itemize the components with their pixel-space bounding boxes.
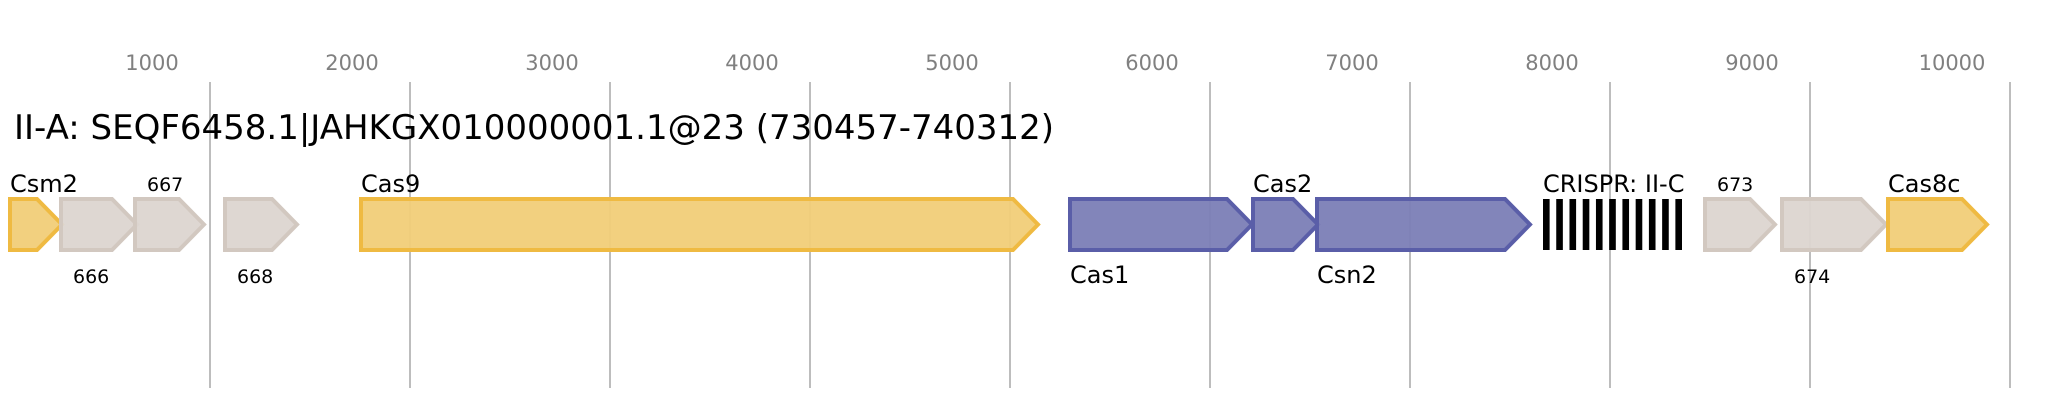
crispr-repeat [1543,199,1550,250]
crispr-repeat [1662,199,1669,250]
tick-label: 9000 [1725,51,1778,75]
tick-label: 5000 [925,51,978,75]
crispr-repeat [1635,199,1643,250]
gene-label: Cas8c [1888,170,1960,198]
tick-label: 6000 [1125,51,1178,75]
gene-arrow-cas1[interactable] [1068,197,1255,252]
crispr-array: CRISPR: II-C [1543,170,1684,250]
tick-label: 2000 [325,51,378,75]
gene-arrow-csm2[interactable] [8,197,65,252]
gene-arrow-cas8c[interactable] [1886,197,1990,252]
gene-label: 673 [1717,174,1753,196]
crispr-repeat [1609,199,1616,250]
crispr-repeat [1595,199,1603,250]
gene-arrow-673[interactable] [1703,197,1778,252]
crispr-repeat [1569,199,1577,250]
crispr-label: CRISPR: II-C [1543,170,1684,198]
crispr-repeat [1622,199,1630,250]
tick-label: 8000 [1525,51,1578,75]
crispr-repeat [1675,199,1682,250]
gene-arrow-666[interactable] [59,197,140,252]
gene-arrow-668[interactable] [223,197,300,252]
tick-label: 3000 [525,51,578,75]
crispr-repeat [1582,199,1590,250]
gene-arrow-csn2[interactable] [1315,197,1533,252]
gene-arrow-667[interactable] [133,197,207,252]
gene-arrow-cas2[interactable] [1251,197,1321,252]
crispr-repeat [1648,199,1656,250]
gene-label: 674 [1794,266,1830,288]
tick-label: 10000 [1919,51,1986,75]
crispr-repeat [1556,199,1563,250]
gene-arrow-674[interactable] [1780,197,1889,252]
gene-label: 666 [73,266,109,288]
locus-title: II-A: SEQF6458.1|JAHKGX010000001.1@23 (7… [14,108,1054,148]
gene-label: Cas1 [1070,261,1129,289]
gene-label: 667 [147,174,183,196]
gene-label: Csn2 [1317,261,1377,289]
tick-label: 1000 [125,51,178,75]
gene-label: Cas9 [361,170,420,198]
genes: Csm2 666 667 668 Cas9 Cas1 Cas2 Csn2 673 674 Cas8c [8,170,1990,289]
gene-label: Cas2 [1253,170,1312,198]
tick-label: 7000 [1325,51,1378,75]
gene-arrow-cas9[interactable] [359,197,1041,252]
gene-label: Csm2 [10,170,78,198]
tick-label: 4000 [725,51,778,75]
gene-label: 668 [237,266,273,288]
